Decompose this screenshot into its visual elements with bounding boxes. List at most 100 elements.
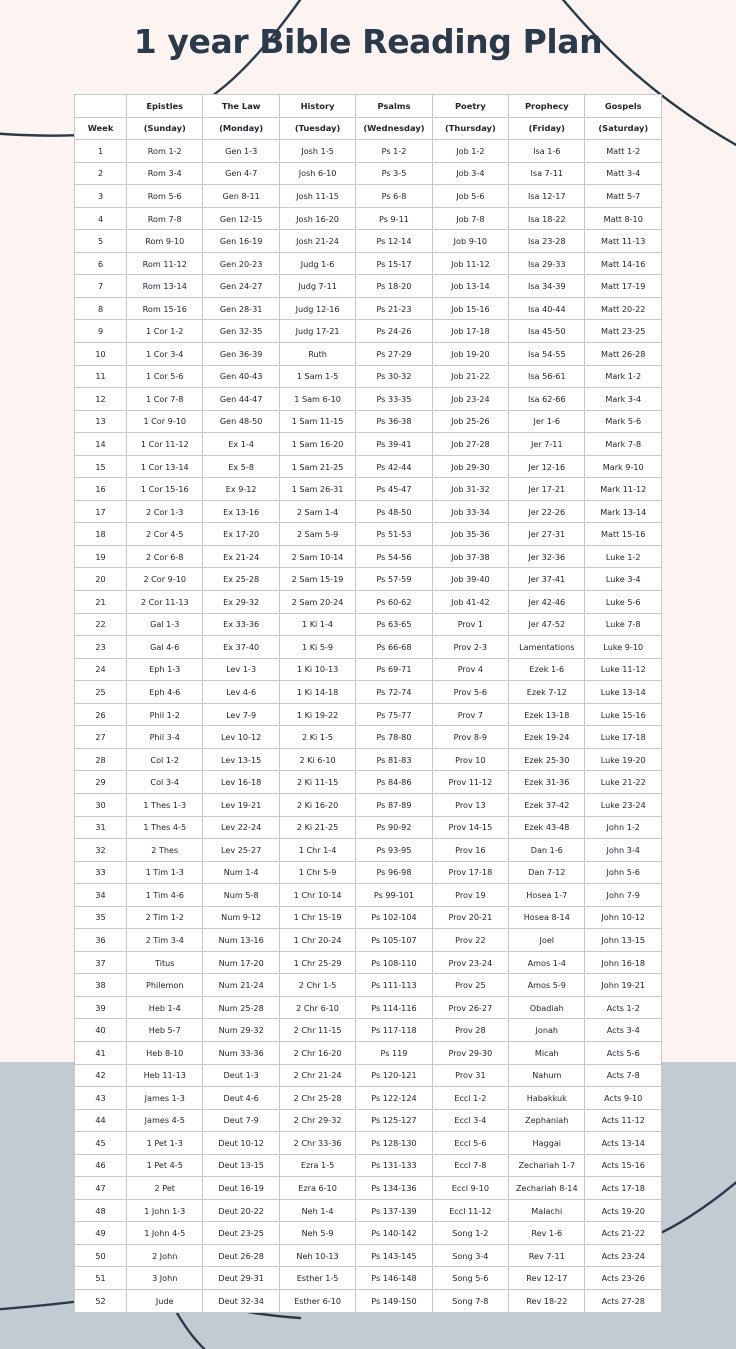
reading-cell: Eccl 1-2 (431, 1086, 510, 1110)
reading-cell: Ezra 1-5 (278, 1153, 357, 1178)
week-number-cell: 12 (73, 387, 128, 411)
week-number-cell: 8 (73, 296, 128, 321)
reading-cell: John 13-15 (584, 928, 662, 952)
reading-cell: Rom 5-6 (126, 184, 204, 208)
reading-cell: Deut 23-25 (202, 1221, 280, 1245)
week-number-cell: 15 (73, 454, 128, 479)
reading-cell: Ps 99-101 (355, 883, 433, 907)
reading-cell: Judg 1-6 (278, 251, 357, 276)
reading-cell: Acts 17-18 (584, 1176, 662, 1200)
reading-cell: Song 5-6 (431, 1266, 510, 1290)
reading-cell: Ps 81-83 (355, 747, 433, 772)
reading-cell: Prov 17-18 (431, 860, 510, 885)
reading-cell: Prov 14-15 (431, 815, 510, 840)
reading-cell: Isa 40-44 (508, 296, 586, 321)
reading-cell: Acts 3-4 (584, 1018, 662, 1042)
reading-cell: Matt 5-7 (584, 184, 662, 208)
reading-cell: 2 Ki 6-10 (278, 747, 357, 772)
reading-cell: Song 7-8 (431, 1288, 510, 1313)
reading-cell: Esther 1-5 (278, 1266, 357, 1290)
reading-cell: Num 1-4 (202, 860, 280, 885)
reading-cell: Deut 7-9 (202, 1108, 280, 1133)
reading-cell: Ezra 6-10 (278, 1176, 357, 1200)
reading-cell: 1 Chr 15-19 (278, 905, 357, 930)
table-row: 45 1 Pet 1-3 Deut 10-12 2 Chr 33-36 Ps 128-1… (73, 1131, 662, 1155)
reading-cell: Matt 11-13 (584, 229, 662, 253)
table-row: 25 Eph 4-6 Lev 4-6 1 Ki 14-18 Ps 72-74 Prov 5… (73, 680, 662, 704)
reading-cell: Num 29-32 (202, 1018, 280, 1042)
reading-cell: Prov 26-27 (431, 995, 510, 1020)
reading-cell: Ex 25-28 (202, 567, 280, 592)
week-number-cell: 49 (73, 1221, 128, 1245)
reading-cell: Prov 2-3 (431, 635, 510, 659)
reading-cell: Job 9-10 (431, 229, 510, 253)
reading-cell: Prov 22 (431, 928, 510, 952)
reading-cell: Lamentations (508, 635, 586, 659)
reading-cell: Job 1-2 (431, 139, 510, 163)
reading-cell: John 19-21 (584, 973, 662, 997)
week-number-cell: 37 (73, 950, 128, 975)
reading-cell: 2 Chr 25-28 (278, 1086, 357, 1110)
reading-cell: Ps 87-89 (355, 792, 433, 817)
column-header-day: (Monday) (202, 116, 280, 141)
reading-cell: Acts 23-26 (584, 1266, 662, 1290)
reading-cell: Ps 105-107 (355, 928, 433, 952)
reading-cell: 2 Cor 9-10 (126, 567, 204, 592)
table-row: 23 Gal 4-6 Ex 37-40 1 Ki 5-9 Ps 66-68 Prov 2-… (73, 635, 662, 659)
week-number-cell: 32 (73, 838, 128, 862)
reading-cell: Prov 20-21 (431, 905, 510, 930)
reading-cell: 1 Sam 26-31 (278, 477, 357, 501)
reading-cell: Gen 24-27 (202, 274, 280, 298)
reading-cell: Ex 13-16 (202, 499, 280, 524)
reading-cell: 1 Chr 1-4 (278, 838, 357, 862)
reading-cell: Habakkuk (508, 1086, 586, 1110)
reading-cell: Prov 19 (431, 883, 510, 907)
reading-cell: Num 33-36 (202, 1040, 280, 1065)
reading-cell: Luke 17-18 (584, 725, 662, 749)
reading-cell: Ps 111-113 (355, 973, 433, 997)
reading-cell: Gen 48-50 (202, 409, 280, 434)
table-row: 6 Rom 11-12 Gen 20-23 Judg 1-6 Ps 15-17 Job 1… (73, 251, 662, 276)
week-number-cell: 3 (73, 184, 128, 208)
reading-cell: Prov 13 (431, 792, 510, 817)
reading-cell: 1 Sam 6-10 (278, 387, 357, 411)
reading-cell: Dan 1-6 (508, 838, 586, 862)
reading-cell: Ex 5-8 (202, 454, 280, 479)
reading-cell: Ex 9-12 (202, 477, 280, 501)
table-header-row-categories: Epistles The Law History Psalms Poetry Prophe… (73, 94, 662, 118)
reading-cell: Job 17-18 (431, 319, 510, 344)
reading-cell: Lev 1-3 (202, 657, 280, 682)
reading-cell: Ps 42-44 (355, 454, 433, 479)
reading-cell: Prov 5-6 (431, 680, 510, 704)
reading-cell: Gen 1-3 (202, 139, 280, 163)
week-number-cell: 26 (73, 702, 128, 727)
reading-cell: 2 Ki 21-25 (278, 815, 357, 840)
reading-cell: 2 Ki 16-20 (278, 792, 357, 817)
reading-cell: 1 Cor 7-8 (126, 387, 204, 411)
reading-cell: Song 3-4 (431, 1243, 510, 1268)
reading-cell: 1 Cor 3-4 (126, 342, 204, 366)
reading-cell: Ex 29-32 (202, 590, 280, 614)
reading-cell: Ps 21-23 (355, 296, 433, 321)
reading-cell: Job 21-22 (431, 364, 510, 389)
reading-cell: Isa 34-39 (508, 274, 586, 298)
reading-cell: 1 John 4-5 (126, 1221, 204, 1245)
week-number-cell: 43 (73, 1086, 128, 1110)
reading-cell: Judg 7-11 (278, 274, 357, 298)
reading-cell: Judg 12-16 (278, 296, 357, 321)
reading-cell: Ps 146-148 (355, 1266, 433, 1290)
reading-cell: Haggai (508, 1131, 586, 1155)
table-row: 50 2 John Deut 26-28 Neh 10-13 Ps 143-145 Son… (73, 1243, 662, 1268)
reading-cell: Acts 19-20 (584, 1198, 662, 1223)
table-row: 17 2 Cor 1-3 Ex 13-16 2 Sam 1-4 Ps 48-50 Job … (73, 499, 662, 524)
reading-cell: 2 Chr 29-32 (278, 1108, 357, 1133)
reading-cell: James 4-5 (126, 1108, 204, 1133)
week-number-cell: 13 (73, 409, 128, 434)
reading-cell: Ps 60-62 (355, 590, 433, 614)
week-number-cell: 47 (73, 1176, 128, 1200)
column-header-category: Gospels (584, 94, 662, 118)
reading-cell: Ezek 37-42 (508, 792, 586, 817)
table-row: 43 James 1-3 Deut 4-6 2 Chr 25-28 Ps 122-124… (73, 1086, 662, 1110)
reading-cell: Ps 125-127 (355, 1108, 433, 1133)
